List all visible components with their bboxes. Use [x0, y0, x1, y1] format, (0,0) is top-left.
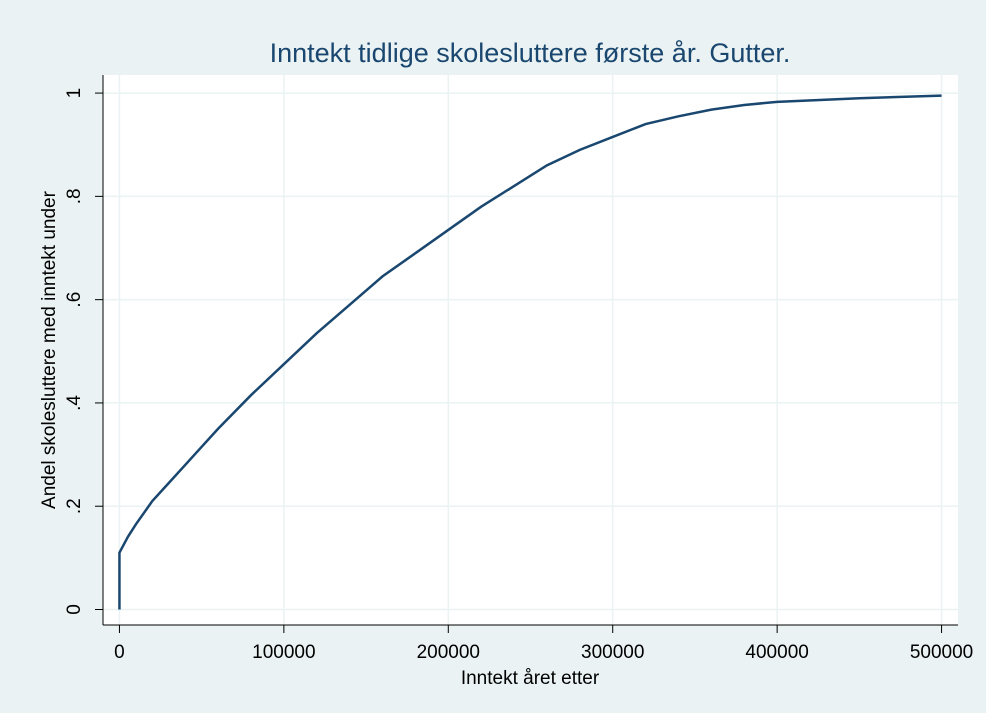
y-tick-label: .4 — [64, 395, 85, 411]
y-tick-label: .8 — [64, 188, 85, 204]
plot-area — [103, 75, 958, 625]
y-axis-title: Andel skolesluttere med inntekt under — [39, 190, 60, 509]
line — [118, 94, 942, 610]
y-tick-label: .2 — [64, 498, 85, 514]
x-axis-title: Inntekt året etter — [461, 668, 600, 689]
x-tick-label: 200000 — [417, 642, 480, 663]
x-tick-label: 400000 — [745, 642, 808, 663]
x-tick-label: 500000 — [910, 642, 973, 663]
y-tick-label: .6 — [64, 292, 85, 308]
x-tick-label: 0 — [114, 642, 125, 663]
chart-title: Inntekt tidlige skolesluttere første år.… — [270, 38, 791, 68]
y-tick-label: 1 — [64, 88, 85, 99]
y-tick-label: 0 — [64, 604, 85, 615]
x-tick-label: 300000 — [581, 642, 644, 663]
x-tick-label: 100000 — [252, 642, 315, 663]
